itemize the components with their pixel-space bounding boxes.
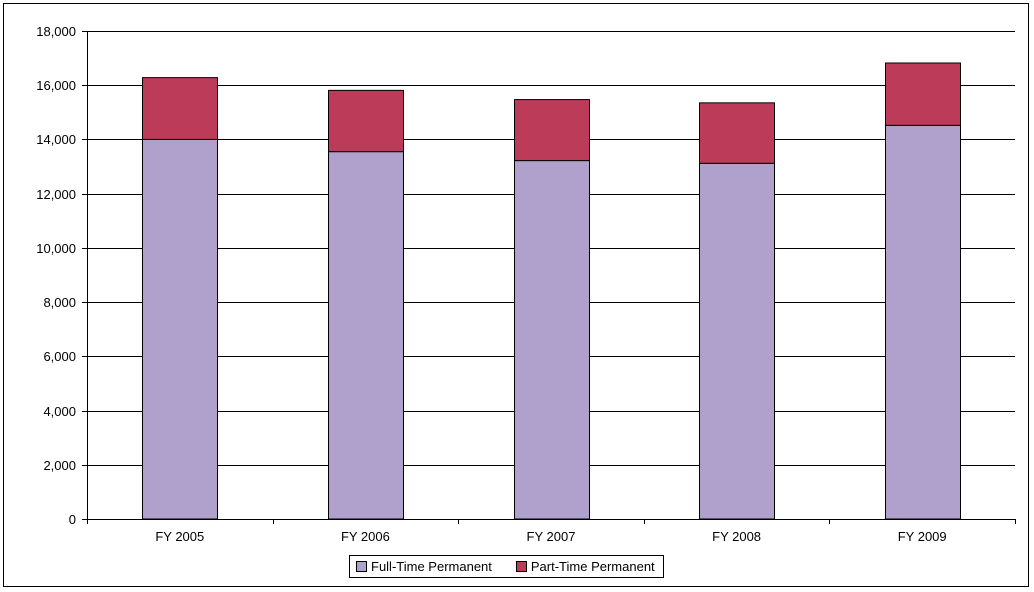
x-tick-label: FY 2006	[341, 529, 390, 544]
bar-full-time-fy-2006	[328, 151, 404, 520]
y-tick-label: 16,000	[36, 78, 76, 93]
y-tick-label: 0	[69, 512, 76, 527]
legend: Full-Time Permanent Part-Time Permanent	[349, 555, 664, 578]
legend-swatch-full-time	[356, 561, 367, 572]
x-tick-label: FY 2008	[712, 529, 761, 544]
x-axis-ticks: FY 2005 FY 2006 FY 2007 FY 2008 FY 2009	[87, 519, 1016, 544]
y-tick-label: 8,000	[43, 295, 76, 310]
y-tick-label: 12,000	[36, 187, 76, 202]
bar-part-time-fy-2005	[142, 77, 218, 140]
bars	[142, 62, 961, 520]
y-tick-label: 14,000	[36, 132, 76, 147]
bar-full-time-fy-2005	[142, 138, 218, 520]
legend-label-full-time: Full-Time Permanent	[371, 559, 492, 574]
x-tick-label: FY 2007	[527, 529, 576, 544]
bar-part-time-fy-2006	[328, 89, 404, 153]
legend-item-part-time: Part-Time Permanent	[515, 559, 655, 574]
legend-swatch-part-time	[515, 561, 527, 572]
x-tick-label: FY 2005	[155, 529, 204, 544]
y-tick-label: 6,000	[43, 349, 76, 364]
x-tick-label: FY 2009	[898, 529, 947, 544]
axes	[87, 31, 1015, 520]
legend-label-part-time: Part-Time Permanent	[530, 559, 655, 574]
y-tick-label: 2,000	[43, 458, 76, 473]
legend-item-full-time: Full-Time Permanent	[356, 559, 492, 574]
bar-part-time-fy-2008	[699, 102, 775, 164]
bar-full-time-fy-2007	[514, 160, 590, 520]
y-tick-label: 10,000	[36, 241, 76, 256]
bar-part-time-fy-2009	[885, 62, 961, 126]
y-tick-label: 18,000	[36, 24, 76, 39]
bar-part-time-fy-2007	[514, 99, 590, 162]
bar-full-time-fy-2009	[885, 124, 961, 520]
y-tick-label: 4,000	[43, 404, 76, 419]
bar-full-time-fy-2008	[699, 162, 775, 520]
y-axis-ticks: 0 2,000 4,000 6,000 8,000 10,000 12,000 14,000 1…	[36, 24, 87, 527]
